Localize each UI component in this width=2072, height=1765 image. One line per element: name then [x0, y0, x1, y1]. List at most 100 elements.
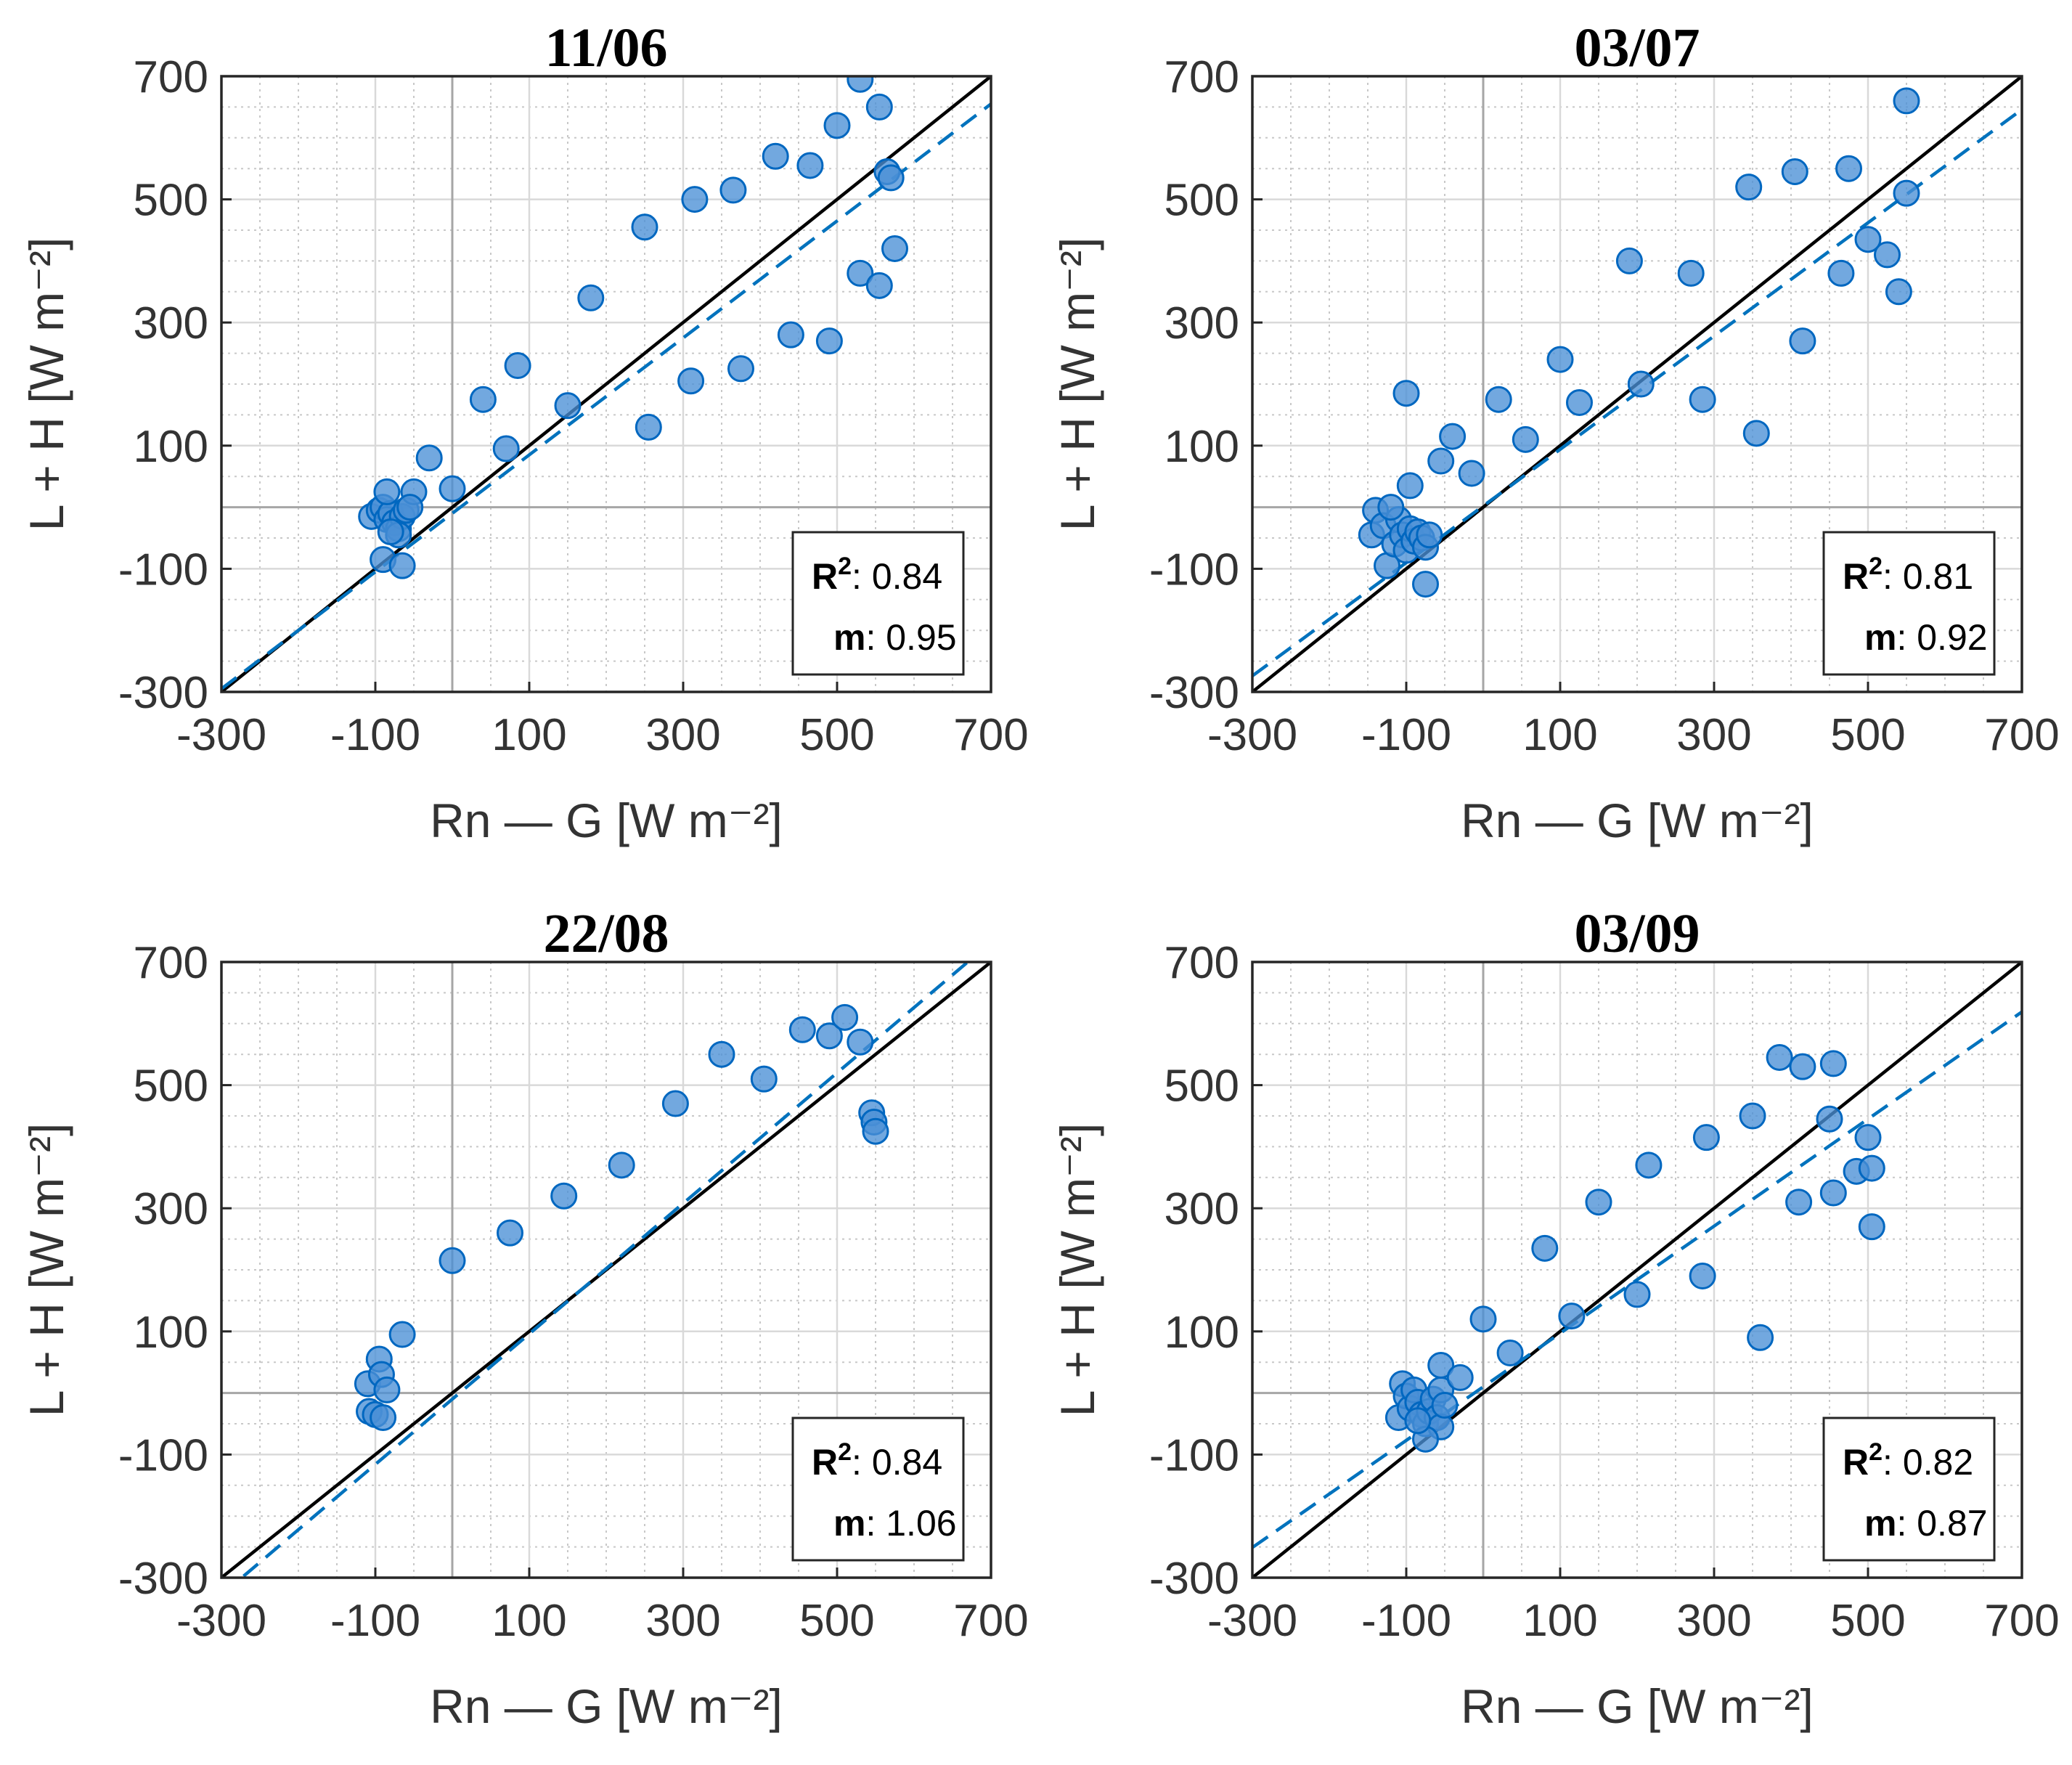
data-point	[635, 413, 662, 441]
data-point	[777, 321, 804, 348]
y-tick-label: -300	[1149, 1554, 1239, 1604]
data-point	[677, 367, 705, 395]
chart-title: 03/09	[1574, 903, 1700, 964]
y-tick-label: -100	[1149, 1430, 1239, 1480]
r2-text: R2: 0.82	[1843, 1438, 1973, 1483]
y-tick-label: 700	[1165, 938, 1239, 988]
clipped-layer	[1252, 962, 2022, 1578]
data-point	[815, 1022, 843, 1050]
x-tick-label: 300	[1676, 710, 1751, 760]
data-point	[1412, 571, 1439, 598]
data-point	[877, 164, 905, 192]
data-point	[373, 478, 401, 505]
r2-label: R	[1843, 556, 1869, 597]
slope-text: m: 0.87	[1864, 1503, 1988, 1544]
y-tick-label: 300	[1165, 1184, 1239, 1234]
data-point	[577, 284, 605, 311]
y-tick-label: 300	[134, 298, 208, 348]
data-point	[1635, 1151, 1663, 1179]
panel-3: R2: 0.84 m: 1.06 -300 -100 100 300 500 700 -300 -…	[20, 903, 1029, 1733]
x-tick-label: 500	[799, 710, 874, 760]
r2-label: R	[812, 1442, 838, 1483]
y-tick-label: 500	[134, 176, 208, 226]
x-tick-label: -100	[1361, 710, 1451, 760]
data-point	[823, 112, 851, 139]
data-point	[847, 1028, 874, 1056]
data-point	[1377, 494, 1405, 521]
data-point	[1427, 1351, 1455, 1379]
data-point	[1546, 346, 1574, 373]
x-tick-label: 300	[645, 1596, 720, 1646]
slope-value: : 0.95	[865, 617, 956, 658]
y-tick-label: 100	[134, 422, 208, 472]
x-tick-label: 700	[1984, 1596, 2059, 1646]
x-tick-label: 300	[1676, 1596, 1751, 1646]
data-point	[608, 1151, 635, 1179]
data-point	[1558, 1303, 1586, 1330]
data-point	[661, 1090, 689, 1117]
r2-value: : 0.82	[1883, 1442, 1973, 1483]
slope-label: m	[1864, 617, 1896, 658]
data-point	[1404, 1407, 1432, 1435]
x-tick-label: -300	[176, 1596, 266, 1646]
data-point	[1485, 386, 1512, 413]
data-point	[631, 213, 658, 241]
y-axis-label: L + H [W m⁻²]	[1051, 237, 1104, 531]
regression-line	[1252, 1010, 2022, 1549]
slope-label: m	[833, 617, 865, 658]
x-tick-label: -300	[1207, 1596, 1297, 1646]
data-point	[1854, 1124, 1882, 1151]
data-point	[1858, 1154, 1885, 1182]
axes-frame	[220, 75, 992, 693]
data-point	[1789, 1053, 1816, 1080]
data-point	[788, 1016, 816, 1043]
data-point	[1885, 278, 1912, 306]
x-axis-label: Rn — G [W m⁻²]	[430, 1679, 783, 1733]
data-point	[1427, 447, 1455, 475]
one-to-one-line	[1252, 962, 2022, 1578]
stats-box	[791, 531, 965, 676]
data-point	[1739, 1102, 1766, 1130]
y-tick-label: 700	[134, 938, 208, 988]
stats-box	[1822, 531, 1996, 676]
data-point	[750, 1065, 778, 1093]
data-point	[1615, 247, 1643, 274]
panel-2: R2: 0.81 m: 0.92 -300 -100 100 300 500 700 -300 -…	[1051, 17, 2060, 847]
data-point	[554, 392, 582, 420]
x-tick-label: -100	[330, 710, 420, 760]
data-point	[1446, 1364, 1474, 1391]
data-point	[1431, 1392, 1459, 1419]
data-point	[881, 235, 908, 262]
data-point	[762, 142, 789, 170]
data-point	[469, 386, 497, 413]
x-tick-label: -100	[330, 1596, 420, 1646]
data-point	[815, 327, 843, 355]
data-point	[1827, 259, 1855, 287]
data-point	[1566, 388, 1593, 416]
y-axis-label: L + H [W m⁻²]	[20, 1123, 73, 1417]
y-tick-label: -300	[118, 1554, 208, 1604]
y-axis-label: L + H [W m⁻²]	[20, 237, 73, 531]
data-point	[1677, 259, 1705, 287]
one-to-one-line	[221, 76, 991, 692]
x-tick-label: 100	[1522, 710, 1597, 760]
data-point	[1781, 158, 1808, 185]
x-tick-label: -100	[1361, 1596, 1451, 1646]
y-tick-label: 500	[134, 1061, 208, 1112]
data-point	[1469, 1305, 1497, 1333]
data-point	[831, 1003, 859, 1031]
stats-box	[1822, 1417, 1996, 1562]
data-point	[370, 1404, 397, 1432]
clipped-layer	[221, 76, 991, 692]
data-point	[1742, 420, 1770, 447]
data-point	[388, 1321, 416, 1348]
data-point	[1623, 1281, 1651, 1308]
data-point	[497, 1219, 523, 1247]
r2-superscript: 2	[838, 1438, 852, 1466]
x-tick-label: 700	[953, 1596, 1028, 1646]
data-point	[865, 93, 893, 121]
x-tick-label: 500	[799, 1596, 874, 1646]
slope-text: m: 1.06	[833, 1503, 957, 1544]
data-point	[1816, 1105, 1843, 1133]
data-point	[847, 259, 874, 287]
